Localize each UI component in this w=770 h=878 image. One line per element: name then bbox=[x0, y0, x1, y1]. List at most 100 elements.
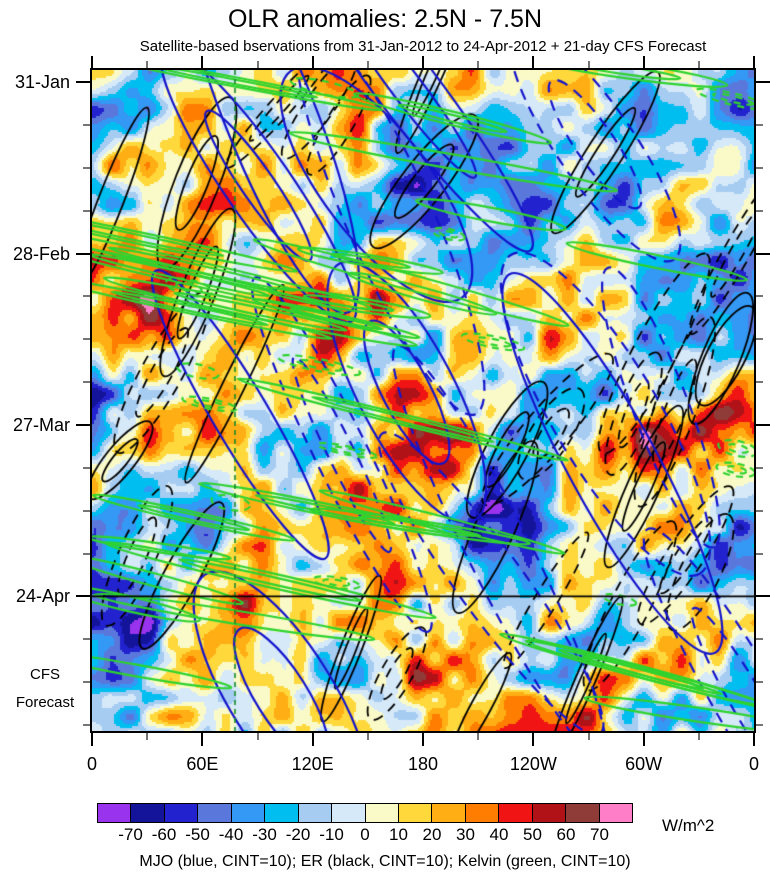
x-tick-label: 60E bbox=[186, 754, 219, 774]
colorbar-tick-label: -50 bbox=[185, 825, 210, 844]
colorbar-segment bbox=[231, 804, 266, 822]
colorbar-tick-label: -40 bbox=[218, 825, 244, 844]
y-minor-tick bbox=[83, 466, 90, 469]
y-major-tick-right bbox=[756, 81, 770, 84]
colorbar-segment bbox=[599, 804, 632, 822]
colorbar-segment bbox=[532, 804, 567, 822]
x-major-tick bbox=[91, 733, 93, 746]
legend-caption: MJO (blue, CINT=10); ER (black, CINT=10)… bbox=[139, 853, 631, 870]
hovmoller-canvas bbox=[92, 70, 754, 731]
x-tick-label: 0 bbox=[86, 754, 97, 774]
colorbar-segment bbox=[298, 804, 333, 822]
y-major-tick bbox=[76, 423, 90, 426]
colorbar-tick-label: 30 bbox=[456, 825, 475, 844]
x-minor-tick-top bbox=[697, 61, 700, 68]
x-minor-tick bbox=[146, 733, 149, 740]
x-major-tick-top bbox=[91, 56, 93, 68]
y-minor-tick-right bbox=[756, 466, 763, 469]
colorbar-segment bbox=[131, 804, 165, 822]
y-minor-tick bbox=[83, 209, 90, 212]
x-tick-label: 120W bbox=[509, 754, 557, 774]
y-minor-tick-right bbox=[756, 338, 763, 341]
y-minor-tick-right bbox=[756, 723, 763, 726]
y-minor-tick bbox=[83, 124, 90, 127]
x-tick-label: 0 bbox=[748, 754, 759, 774]
x-minor-tick bbox=[697, 733, 700, 740]
colorbar-tick-label: -70 bbox=[118, 825, 143, 844]
colorbar-units: W/m^2 bbox=[662, 816, 715, 835]
x-major-tick bbox=[201, 733, 204, 746]
x-tick-label: 180 bbox=[407, 754, 439, 774]
colorbar-tick-label: -30 bbox=[252, 825, 277, 844]
y-minor-tick bbox=[83, 295, 90, 298]
cfs-forecast-label: CFS Forecast bbox=[4, 661, 86, 717]
colorbar bbox=[97, 803, 633, 823]
x-major-tick bbox=[753, 733, 755, 746]
colorbar-segment bbox=[365, 804, 399, 822]
y-minor-tick-right bbox=[756, 681, 763, 684]
colorbar-tick-label: -60 bbox=[151, 825, 177, 844]
y-minor-tick bbox=[83, 509, 90, 512]
x-major-tick bbox=[422, 733, 424, 746]
y-tick-label: 28-Feb bbox=[12, 243, 70, 264]
x-minor-tick bbox=[477, 733, 480, 740]
colorbar-tick-label: 20 bbox=[422, 825, 442, 844]
y-minor-tick bbox=[83, 638, 90, 641]
colorbar-tick-label: 60 bbox=[556, 825, 576, 844]
y-tick-label: 31-Jan bbox=[14, 72, 70, 93]
y-minor-tick bbox=[83, 338, 90, 341]
x-minor-tick bbox=[366, 733, 369, 740]
colorbar-tick-label: 50 bbox=[523, 825, 542, 844]
x-minor-tick bbox=[587, 733, 590, 740]
x-major-tick-top bbox=[642, 56, 645, 68]
x-major-tick-top bbox=[532, 56, 535, 68]
y-minor-tick-right bbox=[756, 209, 763, 212]
colorbar-segment bbox=[398, 804, 433, 822]
colorbar-segment bbox=[432, 804, 466, 822]
y-major-tick bbox=[76, 81, 90, 84]
x-minor-tick-top bbox=[366, 61, 369, 68]
x-tick-label: 120E bbox=[291, 754, 334, 774]
colorbar-tick-label: 70 bbox=[590, 825, 609, 844]
x-major-tick bbox=[532, 733, 535, 746]
x-major-tick-top bbox=[422, 56, 424, 68]
x-major-tick-top bbox=[753, 56, 755, 68]
figure-subtitle: Satellite-based bservations from 31-Jan-… bbox=[139, 38, 707, 55]
x-minor-tick-top bbox=[587, 61, 590, 68]
colorbar-segment bbox=[98, 804, 132, 822]
y-minor-tick-right bbox=[756, 295, 763, 298]
x-tick-label: 60W bbox=[625, 754, 663, 774]
x-minor-tick bbox=[256, 733, 259, 740]
colorbar-tick-label: -20 bbox=[285, 825, 311, 844]
y-tick-label: 24-Apr bbox=[15, 586, 70, 607]
cfs-label-line2: Forecast bbox=[15, 694, 75, 711]
y-minor-tick bbox=[83, 681, 90, 684]
plot-area bbox=[90, 68, 756, 733]
figure-title: OLR anomalies: 2.5N - 7.5N bbox=[227, 5, 543, 33]
colorbar-segment bbox=[164, 804, 199, 822]
y-major-tick-right bbox=[756, 252, 770, 255]
y-tick-label: 27-Mar bbox=[12, 414, 70, 435]
x-major-tick bbox=[642, 733, 645, 746]
y-minor-tick-right bbox=[756, 552, 763, 555]
colorbar-segment bbox=[265, 804, 299, 822]
x-major-tick-top bbox=[201, 56, 204, 68]
y-minor-tick-right bbox=[756, 166, 763, 169]
x-minor-tick-top bbox=[256, 61, 259, 68]
cfs-label-line1: CFS bbox=[30, 666, 60, 683]
y-major-tick-right bbox=[756, 423, 770, 426]
colorbar-segment bbox=[499, 804, 533, 822]
y-minor-tick-right bbox=[756, 638, 763, 641]
colorbar-tick-label: 10 bbox=[389, 825, 408, 844]
y-minor-tick bbox=[83, 381, 90, 384]
y-minor-tick-right bbox=[756, 124, 763, 127]
y-major-tick-right bbox=[756, 595, 770, 598]
colorbar-segment bbox=[465, 804, 500, 822]
y-minor-tick-right bbox=[756, 509, 763, 512]
x-minor-tick-top bbox=[146, 61, 149, 68]
y-major-tick bbox=[76, 252, 90, 255]
colorbar-segment bbox=[566, 804, 600, 822]
y-minor-tick bbox=[83, 552, 90, 555]
x-minor-tick-top bbox=[477, 61, 480, 68]
